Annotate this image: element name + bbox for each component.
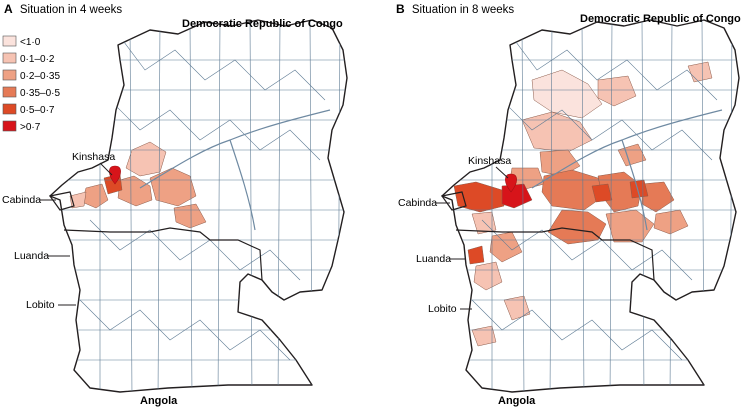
risk-region	[125, 141, 167, 177]
city-label-cabinda: Cabinda	[2, 194, 41, 206]
country-label-angola: Angola	[140, 395, 178, 407]
risk-region	[471, 325, 497, 347]
location-pin-icon	[109, 165, 121, 185]
panel-a: A Situation in 4 weeks	[2, 2, 348, 407]
city-label-kinshasa: Kinshasa	[72, 151, 115, 163]
legend-label: >0·7	[20, 122, 41, 133]
legend-swatch	[2, 103, 17, 115]
kinshasa-marker	[505, 173, 517, 193]
legend-swatch	[2, 52, 17, 64]
legend-item: 0·2–0·35	[2, 69, 60, 82]
city-label-lobito: Lobito	[428, 303, 457, 315]
legend-label: 0·1–0·2	[20, 54, 55, 65]
legend-swatch	[2, 69, 17, 81]
panel-a-letter: A	[4, 2, 13, 16]
city-label-luanda: Luanda	[416, 253, 451, 265]
risk-region	[467, 245, 485, 265]
risk-region	[597, 75, 637, 107]
panel-b-title: B Situation in 8 weeks	[396, 2, 514, 16]
risk-region	[117, 175, 153, 207]
legend-item: >0·7	[2, 120, 41, 133]
legend-swatch	[2, 86, 17, 98]
panel-b-letter: B	[396, 2, 405, 16]
panel-b: B Situation in 8 weeks	[396, 2, 741, 407]
risk-region	[531, 69, 603, 119]
panel-b-title-text: Situation in 8 weeks	[412, 4, 515, 16]
legend-label: <1·0	[20, 37, 41, 48]
location-pin-icon	[505, 173, 517, 193]
city-label-luanda: Luanda	[14, 250, 49, 262]
legend-item: 0·1–0·2	[2, 52, 55, 65]
legend-item: 0·35–0·5	[2, 86, 60, 99]
city-label-kinshasa: Kinshasa	[468, 155, 511, 167]
panel-a-title: A Situation in 4 weeks	[4, 2, 122, 16]
country-label-angola: Angola	[498, 395, 536, 407]
risk-region	[473, 261, 503, 291]
risk-region	[629, 179, 649, 199]
panel-a-title-text: Situation in 4 weeks	[20, 4, 123, 16]
kinshasa-marker	[109, 165, 121, 185]
legend-label: 0·35–0·5	[20, 88, 60, 99]
legend-swatch	[2, 35, 17, 47]
country-label-drc: Democratic Republic of Congo	[182, 18, 343, 30]
country-label-drc: Democratic Republic of Congo	[580, 13, 741, 25]
leader-line	[99, 162, 113, 176]
panel-b-map	[440, 19, 740, 393]
risk-region	[605, 209, 655, 243]
risk-region	[471, 211, 497, 235]
legend-label: 0·5–0·7	[20, 105, 55, 116]
legend-item: <1·0	[2, 35, 41, 48]
leader-line	[495, 166, 509, 179]
risk-region	[489, 231, 523, 263]
city-label-cabinda: Cabinda	[398, 197, 437, 209]
risk-region	[453, 181, 505, 213]
legend-swatch	[2, 120, 17, 132]
legend: <1·0 0·1–0·2 0·2–0·35 0·35–0·5 0·5–0·7 >…	[2, 35, 60, 133]
legend-label: 0·2–0·35	[20, 71, 60, 82]
risk-region	[641, 181, 675, 213]
legend-item: 0·5–0·7	[2, 103, 55, 116]
panel-a-map	[48, 19, 348, 393]
city-label-lobito: Lobito	[26, 299, 55, 311]
risk-region	[591, 183, 613, 203]
